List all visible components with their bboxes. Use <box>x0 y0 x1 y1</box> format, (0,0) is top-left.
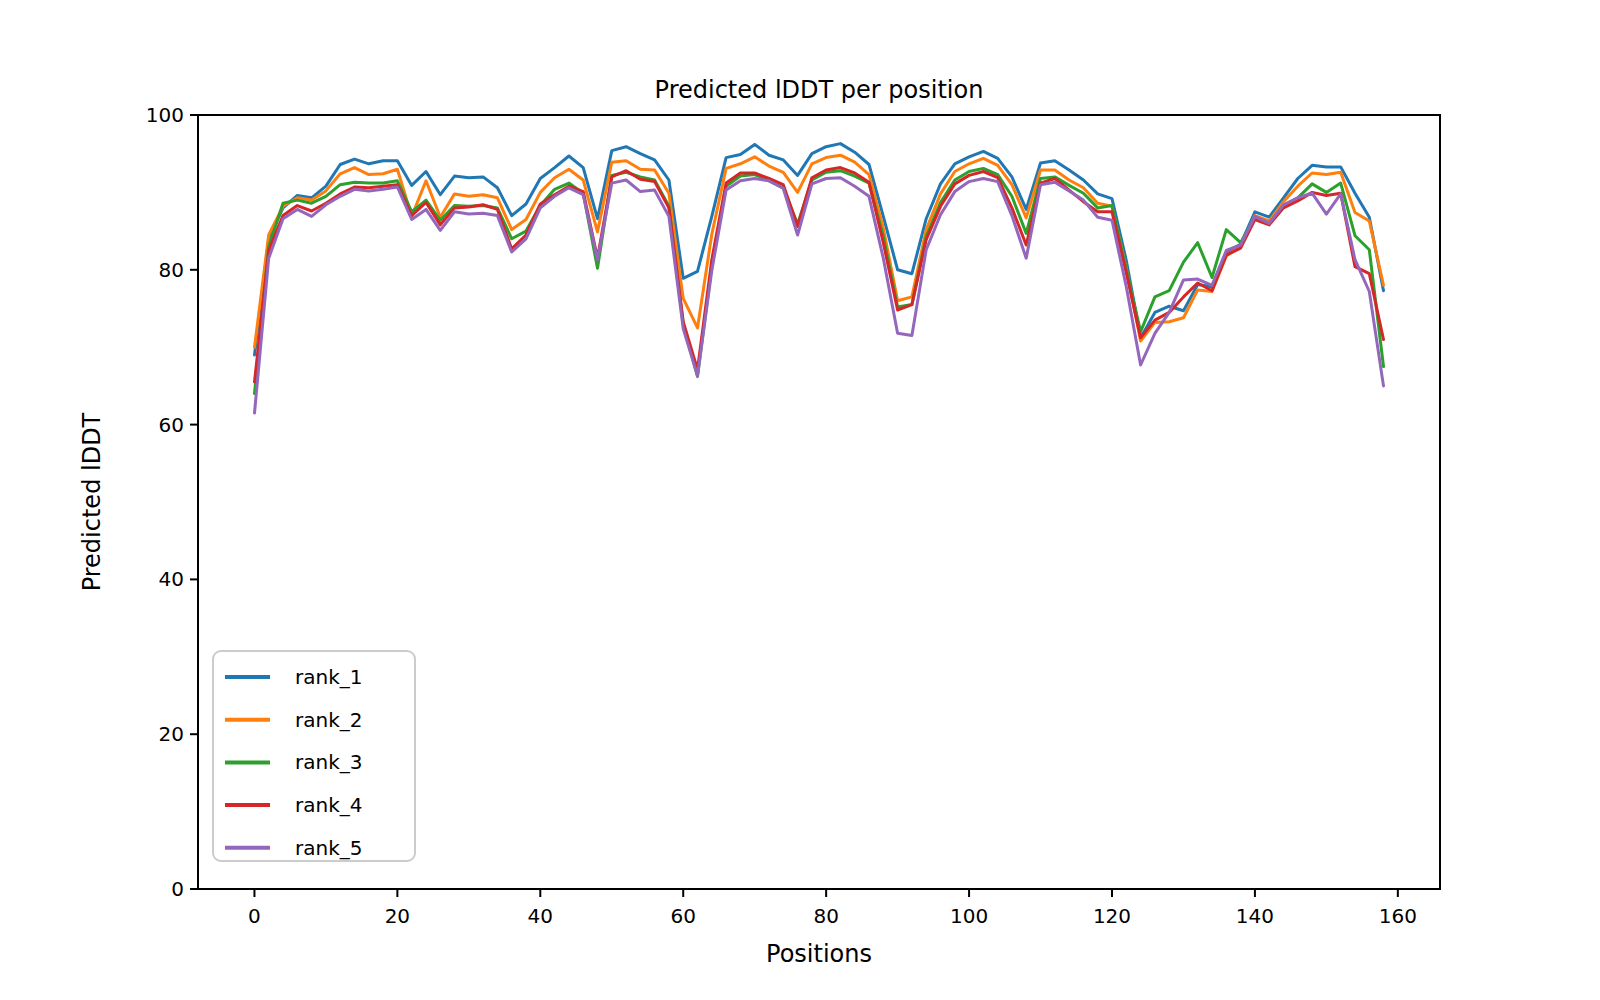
y-tick-label: 80 <box>159 258 184 282</box>
legend-label-rank_1: rank_1 <box>295 665 362 689</box>
x-tick-label: 140 <box>1236 904 1274 928</box>
y-tick-label: 40 <box>159 567 184 591</box>
lddt-line-chart: 0 20 40 60 80 100 120 140 160 0 20 40 60 80 100 rank_… <box>0 0 1600 1000</box>
x-tick-label: 20 <box>385 904 410 928</box>
y-tick-label: 100 <box>146 103 184 127</box>
x-axis-label: Positions <box>766 940 872 968</box>
y-tick-label: 60 <box>159 413 184 437</box>
series-line-rank_5 <box>255 178 1384 413</box>
legend-label-rank_2: rank_2 <box>295 708 362 732</box>
x-tick-label: 0 <box>248 904 261 928</box>
legend-label-rank_5: rank_5 <box>295 836 362 860</box>
x-tick-label: 120 <box>1093 904 1131 928</box>
y-tick-label: 0 <box>171 877 184 901</box>
x-axis: 0 20 40 60 80 100 120 140 160 <box>248 889 1417 928</box>
legend-label-rank_4: rank_4 <box>295 793 362 817</box>
legend: rank_1 rank_2 rank_3 rank_4 rank_5 <box>213 651 415 861</box>
x-tick-label: 100 <box>950 904 988 928</box>
x-tick-label: 60 <box>670 904 695 928</box>
x-tick-label: 40 <box>528 904 553 928</box>
series-line-rank_2 <box>255 155 1384 347</box>
x-tick-label: 160 <box>1379 904 1417 928</box>
x-tick-label: 80 <box>813 904 838 928</box>
series-lines <box>255 144 1384 413</box>
y-axis: 0 20 40 60 80 100 <box>146 103 198 901</box>
y-tick-label: 20 <box>159 722 184 746</box>
legend-label-rank_3: rank_3 <box>295 750 362 774</box>
y-axis-label: Predicted lDDT <box>78 412 106 591</box>
figure: 0 20 40 60 80 100 120 140 160 0 20 40 60 80 100 rank_… <box>0 0 1600 1000</box>
chart-title: Predicted lDDT per position <box>655 76 984 104</box>
